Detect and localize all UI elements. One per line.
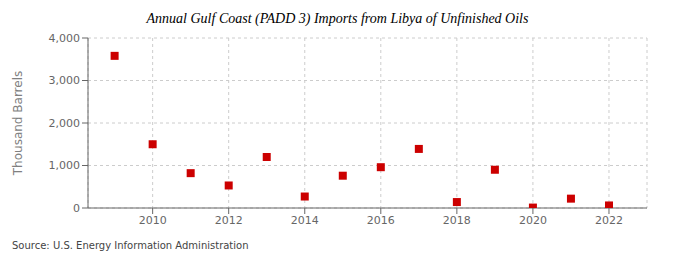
svg-text:2014: 2014 <box>291 214 319 227</box>
svg-text:0: 0 <box>73 202 80 215</box>
html-text:Source: U.S. Energy Informatio: Source: U.S. Energy Information Administ… <box>12 240 249 251</box>
svg-text:Thousand Barrels: Thousand Barrels <box>11 71 25 176</box>
svg-text:2010: 2010 <box>139 214 167 227</box>
svg-text:2016: 2016 <box>367 214 395 227</box>
svg-text:1,000: 1,000 <box>49 159 81 172</box>
svg-text:4,000: 4,000 <box>49 32 81 45</box>
svg-text:2018: 2018 <box>443 214 471 227</box>
svg-text:3,000: 3,000 <box>49 74 81 87</box>
html-text:Annual Gulf Coast (PADD 3) Imp: Annual Gulf Coast (PADD 3) Imports from … <box>146 11 529 26</box>
svg-text:2012: 2012 <box>215 214 243 227</box>
svg-text:2020: 2020 <box>519 214 547 227</box>
svg-text:2,000: 2,000 <box>49 117 81 130</box>
svg-text:2022: 2022 <box>595 214 623 227</box>
